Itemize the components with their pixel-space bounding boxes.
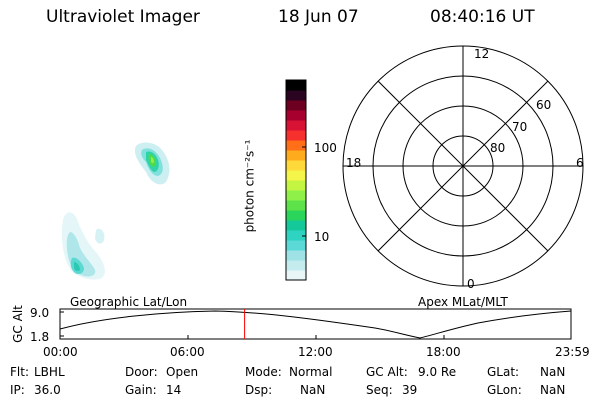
x-tick-00: 00:00: [43, 345, 78, 359]
polar-plot: [342, 45, 584, 287]
colorbar: [285, 79, 307, 281]
colorbar-cell: [286, 110, 306, 121]
colorbar-units-label: photon cm⁻²s⁻¹: [242, 139, 257, 233]
y-tick-9: 9.0: [30, 306, 50, 320]
timeline-y-axis-label: GC Alt: [11, 305, 25, 343]
colorbar-cell: [286, 190, 306, 201]
door-label: Door:: [125, 365, 158, 379]
glon-value: NaN: [540, 383, 566, 397]
colorbar-cell: [286, 140, 306, 151]
mlt-label-0: 0: [467, 277, 475, 291]
colorbar-cell: [286, 90, 306, 101]
y-tick-1-8: 1.8: [30, 330, 50, 344]
colorbar-tick-10: 10: [314, 230, 330, 244]
colorbar-cell: [286, 250, 306, 261]
x-tick-06: 06:00: [170, 345, 205, 359]
colorbar-gradient: [286, 80, 306, 281]
colorbar-cell: [286, 210, 306, 221]
colorbar-cell: [286, 170, 306, 181]
colorbar-cell: [286, 130, 306, 141]
colorbar-tick-100: 100: [314, 141, 337, 155]
mlt-label-12: 12: [474, 47, 490, 61]
colorbar-cell: [286, 230, 306, 241]
glat-label: GLat:: [487, 365, 520, 379]
filter-label: Flt:: [10, 365, 29, 379]
polar-diagonal-2: [377, 80, 549, 252]
colorbar-cell: [286, 180, 306, 191]
x-tick-2359: 23:59: [555, 345, 590, 359]
ip-value: 36.0: [34, 383, 61, 397]
time-label: 08:40:16 UT: [430, 7, 535, 27]
mlat-label-80: 80: [490, 141, 506, 155]
colorbar-cell: [286, 270, 306, 281]
timeline-panel: [59, 308, 572, 340]
ip-label: IP:: [10, 383, 25, 397]
colorbar-cell: [286, 240, 306, 251]
mlat-label-70: 70: [512, 120, 528, 134]
colorbar-cell: [286, 260, 306, 271]
mlt-label-6: 6: [576, 156, 584, 170]
gain-value: 14: [166, 383, 182, 397]
glat-value: NaN: [540, 365, 566, 379]
colorbar-cell: [286, 80, 306, 91]
colorbar-cell: [286, 160, 306, 171]
mlt-label-18: 18: [346, 156, 362, 170]
seq-label: Seq:: [366, 383, 393, 397]
gain-label: Gain:: [125, 383, 157, 397]
colorbar-cell: [286, 150, 306, 161]
colorbar-cell: [286, 220, 306, 231]
x-tick-12: 12:00: [298, 345, 333, 359]
aurora-emission-image: [62, 142, 170, 280]
filter-value: LBHL: [34, 365, 65, 379]
mlat-label-60: 60: [536, 98, 552, 112]
mode-label: Mode:: [245, 365, 282, 379]
timeline-right-title: Apex MLat/MLT: [418, 295, 508, 309]
instrument-title: Ultraviolet Imager: [46, 7, 200, 27]
altitude-curve: [59, 310, 572, 339]
gc-alt-label: GC Alt:: [366, 365, 408, 379]
colorbar-cell: [286, 120, 306, 131]
x-tick-18: 18:00: [426, 345, 461, 359]
glon-label: GLon:: [487, 383, 522, 397]
colorbar-cell: [286, 100, 306, 111]
colorbar-cell: [286, 200, 306, 211]
dsp-label: Dsp:: [245, 383, 273, 397]
mode-value: Normal: [289, 365, 333, 379]
timeline-left-title: Geographic Lat/Lon: [70, 295, 188, 309]
dsp-value: NaN: [300, 383, 326, 397]
date-label: 18 Jun 07: [278, 7, 359, 27]
gc-alt-value: 9.0 Re: [418, 365, 457, 379]
door-value: Open: [166, 365, 199, 379]
timeline-frame: [59, 308, 572, 340]
seq-value: 39: [402, 383, 418, 397]
